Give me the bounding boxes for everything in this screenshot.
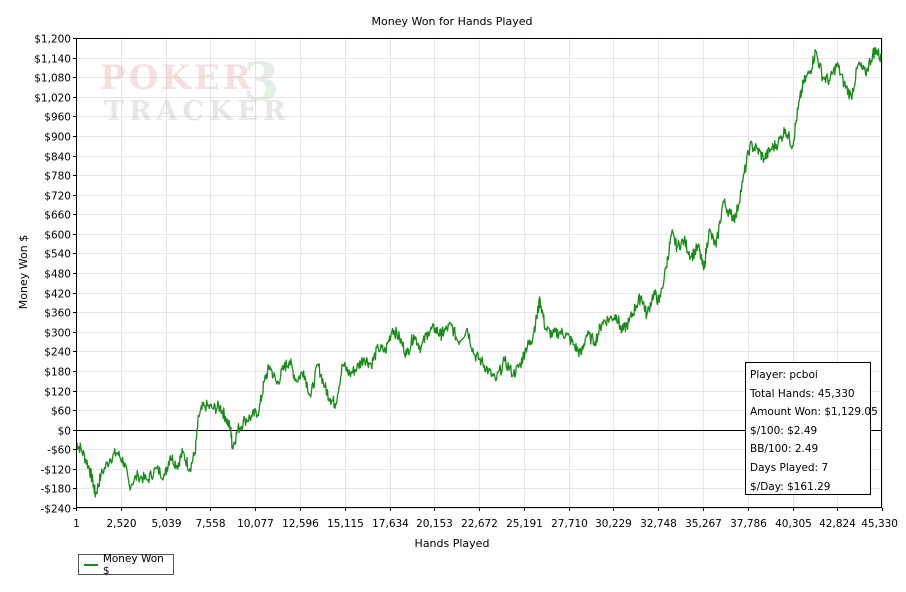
y-tick-label: $1,140: [34, 54, 71, 66]
x-tick-label: 1: [73, 518, 80, 530]
x-tick-label: 22,672: [461, 518, 498, 530]
stat-player: Player: pcboi: [750, 369, 818, 381]
y-tick-label: $240: [44, 347, 71, 359]
plot-border: [76, 38, 882, 508]
watermark-line1: POKER: [100, 58, 254, 98]
x-tick-label: 10,077: [237, 518, 274, 530]
y-tick-label: $60: [51, 406, 71, 418]
x-tick-label: 35,267: [685, 518, 722, 530]
y-tick-label: $540: [44, 249, 71, 261]
x-tick-label: 37,786: [730, 518, 767, 530]
y-tick-label: $180: [44, 367, 71, 379]
x-tick-label: 32,748: [640, 518, 677, 530]
watermark-number: 3: [243, 52, 280, 113]
stat-per-100: $/100: $2.49: [750, 424, 818, 437]
x-axis-ticks: 1 2,520 5,039 7,558 10,077 12,596 15,115 17,634…: [73, 508, 898, 530]
y-tick-label: $1,080: [34, 73, 71, 85]
y-tick-label: $720: [44, 191, 71, 203]
y-tick-label: -$120: [40, 465, 71, 477]
y-tick-label: $840: [44, 152, 71, 164]
x-tick-label: 27,710: [551, 518, 588, 530]
x-tick-label: 45,330: [861, 518, 898, 530]
y-tick-label: $1,200: [34, 34, 71, 46]
x-tick-label: 25,191: [506, 518, 543, 530]
stat-per-day: $/Day: $161.29: [750, 480, 831, 493]
x-tick-label: 17,634: [372, 518, 409, 530]
y-tick-label: $780: [44, 171, 71, 183]
stat-total-hands: Total Hands: 45,330: [750, 387, 855, 400]
legend-label: Money Won $: [102, 552, 164, 577]
series-line-money-won: [75, 46, 883, 498]
stat-amount-won: Amount Won: $1,129.05: [750, 406, 878, 419]
x-tick-label: 20,153: [416, 518, 453, 530]
x-tick-label: 15,115: [327, 518, 364, 530]
watermark-line2: TRACKER: [104, 96, 291, 127]
stat-bb-100: BB/100: 2.49: [750, 443, 819, 456]
x-axis-title: Hands Played: [415, 537, 490, 550]
x-tick-label: 7,558: [195, 518, 225, 530]
y-tick-label: $960: [44, 112, 71, 124]
stat-days-played: Days Played: 7: [750, 461, 829, 474]
x-tick-label: 5,039: [151, 518, 181, 530]
y-tick-label: $420: [44, 289, 71, 301]
y-tick-label: $900: [44, 132, 71, 144]
y-tick-label: -$60: [47, 445, 71, 457]
chart-title: Money Won for Hands Played: [372, 15, 533, 28]
y-tick-label: $480: [44, 269, 71, 281]
y-tick-label: $360: [44, 308, 71, 320]
y-tick-label: $1,020: [34, 93, 71, 105]
y-tick-label: -$240: [40, 504, 71, 516]
pokertracker-watermark-logo: POKER TRACKER: [100, 58, 300, 130]
y-tick-label: $600: [44, 230, 71, 242]
y-tick-label: $120: [44, 387, 71, 399]
y-tick-label: $660: [44, 210, 71, 222]
y-tick-label: $300: [44, 328, 71, 340]
x-tick-label: 40,305: [775, 518, 812, 530]
y-tick-label: -$180: [40, 484, 71, 496]
y-axis-title: Money Won $: [17, 235, 30, 309]
legend-swatch: [84, 563, 98, 566]
x-tick-label: 12,596: [282, 518, 319, 530]
x-tick-label: 42,824: [819, 518, 856, 530]
chart-legend: Money Won $: [78, 552, 174, 577]
x-tick-label: 2,520: [106, 518, 136, 530]
player-stats-box: Player: pcboi Total Hands: 45,330 Amount…: [745, 362, 878, 495]
y-tick-label: $0: [58, 426, 71, 438]
y-axis-ticks: -$240 -$180 -$120 -$60 $0 $60 $120 $180 $240 $300…: [34, 34, 76, 516]
x-tick-label: 30,229: [595, 518, 632, 530]
